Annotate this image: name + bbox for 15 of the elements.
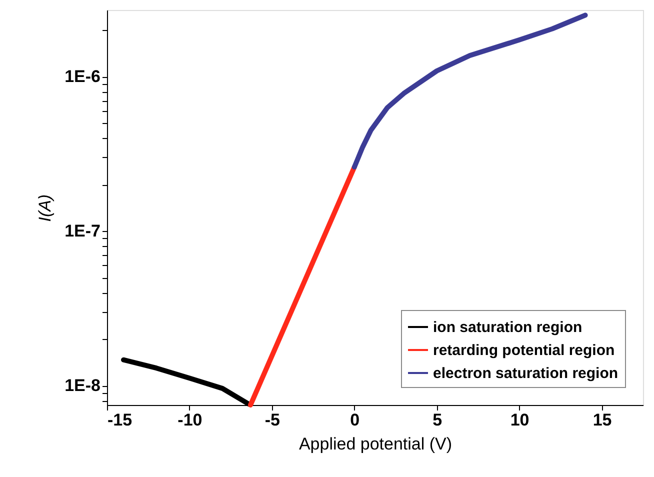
y-tick-label: 1E-8 — [64, 376, 100, 396]
x-axis-title: Applied potential (V) — [298, 434, 452, 454]
x-tick-label: -10 — [178, 410, 202, 430]
legend-label: ion saturation region — [433, 319, 582, 336]
x-tick-label: -15 — [108, 410, 132, 430]
y-tick-label: 1E-6 — [64, 67, 100, 86]
x-tick-label: 5 — [432, 410, 442, 430]
x-tick-label: -5 — [264, 410, 280, 430]
y-axis-title: I(A) — [36, 194, 55, 222]
y-tick-label: 1E-7 — [64, 222, 100, 241]
x-tick-label: 15 — [592, 410, 612, 430]
legend-label: electron saturation region — [433, 365, 618, 382]
x-tick-label: 0 — [350, 410, 360, 430]
x-tick-label: 10 — [510, 410, 530, 430]
legend-label: retarding potential region — [433, 342, 615, 359]
